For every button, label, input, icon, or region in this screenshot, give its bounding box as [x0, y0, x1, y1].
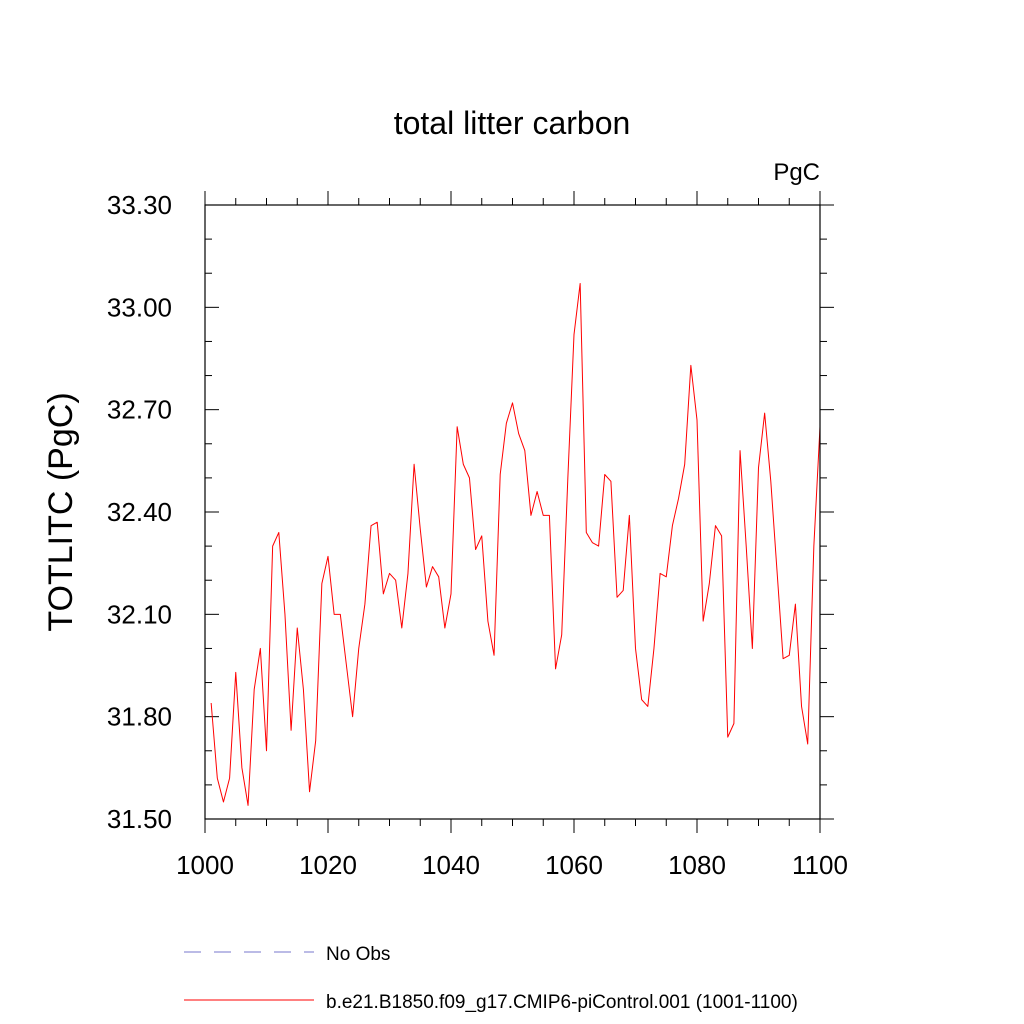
x-tick-label: 1060 [545, 850, 603, 880]
y-tick-label: 32.40 [107, 497, 172, 527]
units-label: PgC [773, 159, 820, 186]
plot-frame [204, 204, 821, 820]
legend: No Obs b.e21.B1850.f09_g17.CMIP6-piContro… [184, 944, 798, 1013]
chart-title: total litter carbon [394, 105, 631, 141]
series-lines [210, 282, 821, 806]
y-tick-label: 32.70 [107, 395, 172, 425]
legend-label-0: No Obs [326, 944, 390, 965]
y-tick-label: 31.50 [107, 804, 172, 834]
axis-ticks: 1000 1020 1040 1060 1080 1100 31.50 31.80 32.10 3… [107, 190, 848, 880]
y-tick-label: 33.00 [107, 292, 172, 322]
legend-label-1: b.e21.B1850.f09_g17.CMIP6-piControl.001 … [326, 992, 798, 1013]
x-tick-label: 1100 [792, 850, 848, 880]
series-line-1 [210, 282, 821, 806]
y-tick-label: 33.30 [107, 190, 172, 220]
x-tick-label: 1020 [299, 850, 357, 880]
x-tick-label: 1080 [668, 850, 726, 880]
x-tick-label: 1000 [176, 850, 234, 880]
y-tick-label: 31.80 [107, 702, 172, 732]
y-axis-label: TOTLITC (PgC) [42, 392, 80, 631]
x-tick-label: 1040 [422, 850, 480, 880]
y-tick-label: 32.10 [107, 599, 172, 629]
